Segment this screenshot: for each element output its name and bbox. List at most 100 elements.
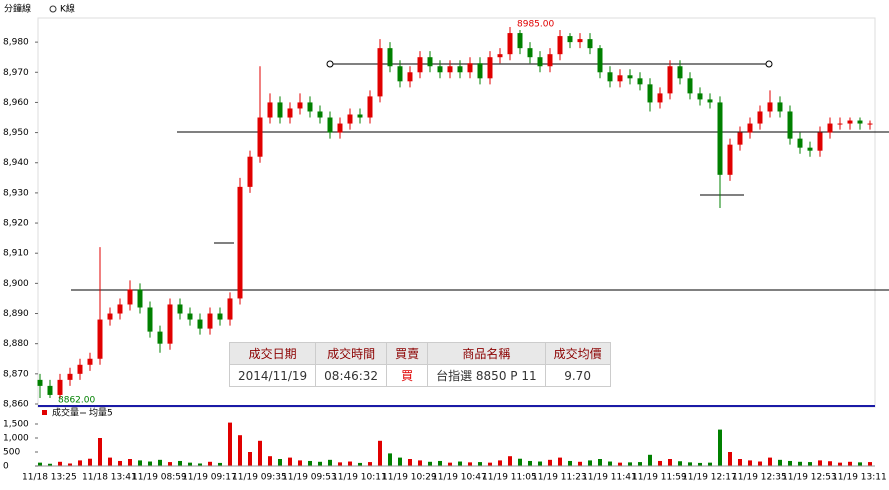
- candle-body: [677, 66, 683, 79]
- volume-bar: [768, 457, 772, 466]
- line-handle[interactable]: [326, 60, 334, 68]
- y-tick-label: 8,880: [3, 339, 29, 349]
- volume-bar: [318, 461, 322, 466]
- volume-bar: [278, 459, 282, 466]
- candle-body: [87, 358, 93, 365]
- x-tick-label: 11/19 11:41: [582, 473, 637, 483]
- volume-bar: [578, 461, 582, 466]
- y-tick-label: 8,910: [3, 249, 29, 259]
- candle-body: [827, 123, 833, 133]
- table-cell: 買: [386, 364, 429, 387]
- volume-bar: [228, 422, 232, 466]
- y-tick-label: 8,930: [3, 188, 29, 198]
- volume-bar: [788, 460, 792, 466]
- candle-body: [777, 102, 783, 112]
- candle-body: [657, 93, 663, 103]
- candle-body: [787, 111, 793, 139]
- volume-bar: [118, 460, 122, 466]
- volume-bar: [508, 456, 512, 466]
- volume-bar: [628, 462, 632, 466]
- line-handle[interactable]: [765, 60, 773, 68]
- y-tick-label: 8,950: [3, 128, 29, 138]
- candle-body: [567, 36, 573, 43]
- candle-body: [627, 75, 633, 79]
- candle-body: [687, 78, 693, 94]
- volume-bar: [758, 461, 762, 466]
- volume-bar: [538, 461, 542, 466]
- volume-bar: [358, 462, 362, 466]
- volume-bar: [38, 462, 42, 466]
- high-label: 8985.00: [517, 20, 554, 30]
- volume-bar: [828, 461, 832, 466]
- candle-body: [397, 66, 403, 82]
- legend-swatch: [42, 410, 47, 415]
- candle-body: [307, 102, 313, 112]
- table-cell: 08:46:32: [315, 364, 388, 387]
- candle-body: [377, 48, 383, 97]
- candle-body: [607, 72, 613, 82]
- candle-body: [417, 57, 423, 73]
- volume-bar: [778, 459, 782, 466]
- volume-bar: [638, 462, 642, 466]
- volume-bar: [188, 462, 192, 466]
- volume-bar: [158, 459, 162, 466]
- candle-body: [277, 102, 283, 118]
- x-tick-label: 11/19 11:59: [632, 473, 687, 483]
- candle-body: [767, 102, 773, 112]
- candle-body: [577, 39, 583, 43]
- y-tick-label: 8,940: [3, 158, 29, 168]
- volume-bar: [448, 462, 452, 466]
- candle-body: [407, 72, 413, 82]
- x-tick-label: 11/19 12:53: [782, 473, 837, 483]
- y-tick-label: 8,900: [3, 279, 29, 289]
- x-tick-label: 11/19 11:05: [482, 473, 537, 483]
- candle-body: [297, 102, 303, 109]
- candle-body: [447, 66, 453, 73]
- candle-body: [737, 132, 743, 145]
- volume-bar: [348, 461, 352, 466]
- volume-bar: [708, 462, 712, 466]
- candle-body: [747, 123, 753, 133]
- candle-body: [67, 373, 73, 380]
- volume-bar: [518, 458, 522, 466]
- volume-bar: [298, 460, 302, 466]
- candle-body: [667, 66, 673, 94]
- candle-body: [317, 111, 323, 118]
- candle-body: [97, 319, 103, 359]
- volume-bar: [108, 457, 112, 466]
- volume-bar: [388, 453, 392, 466]
- candle-body: [247, 156, 253, 187]
- volume-bar: [868, 462, 872, 466]
- candle-body: [467, 63, 473, 73]
- volume-bar: [408, 459, 412, 466]
- volume-bar: [458, 461, 462, 466]
- volume-bar: [728, 452, 732, 466]
- candle-body: [187, 313, 193, 320]
- volume-bar: [858, 462, 862, 466]
- volume-bar: [488, 462, 492, 466]
- candle-body: [537, 57, 543, 67]
- volume-bar: [218, 462, 222, 466]
- candle-body: [287, 108, 293, 118]
- x-tick-label: 11/18 13:41: [82, 473, 137, 483]
- volume-bar: [58, 461, 62, 466]
- period-label: 分鐘線: [4, 3, 31, 15]
- volume-bar: [238, 435, 242, 466]
- candle-body: [857, 120, 863, 124]
- volume-bar: [88, 458, 92, 466]
- candle-body: [457, 66, 463, 73]
- candle-body: [427, 57, 433, 67]
- volume-bar: [208, 461, 212, 466]
- candle-body: [387, 48, 393, 67]
- table-header: 商品名稱: [427, 342, 546, 365]
- legend-avg: 均量5: [89, 407, 113, 419]
- volume-bar: [618, 462, 622, 466]
- y-tick-label: 8,970: [3, 68, 29, 78]
- candle-body: [147, 307, 153, 332]
- table-cell: 9.70: [544, 364, 611, 387]
- kline-icon: [49, 5, 57, 13]
- x-tick-label: 11/19 10:47: [432, 473, 487, 483]
- x-tick-label: 11/19 10:11: [332, 473, 387, 483]
- candle-body: [557, 36, 563, 55]
- candle-body: [157, 331, 163, 344]
